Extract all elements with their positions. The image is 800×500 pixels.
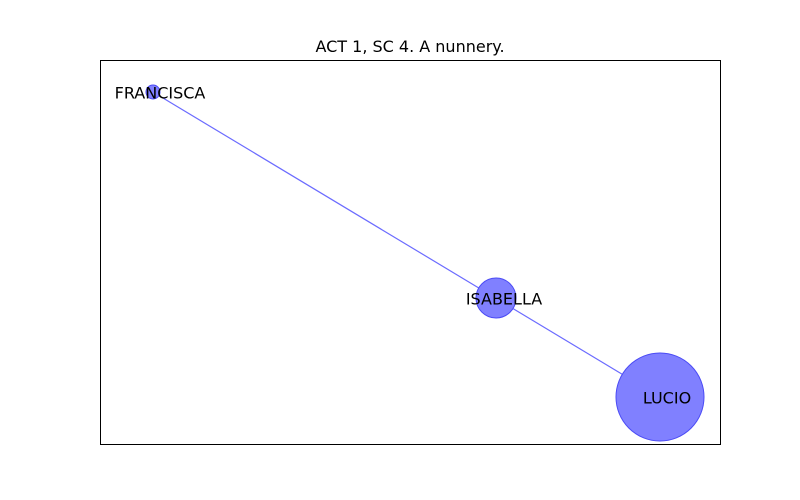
plot-frame [100,60,721,445]
node-lucio [615,352,705,442]
node-francisca [145,84,161,100]
node-label-lucio: LUCIO [643,389,691,408]
node-label-isabella: ISABELLA [466,290,542,309]
labels-layer: FRANCISCA ISABELLA LUCIO [115,84,692,408]
node-isabella [475,277,517,319]
node-label-francisca: FRANCISCA [115,84,206,103]
nodes-layer [145,84,705,442]
diagram-title: ACT 1, SC 4. A nunnery. [315,37,504,56]
edge-francisca-lucio [152,91,661,398]
edges-layer [152,91,661,398]
